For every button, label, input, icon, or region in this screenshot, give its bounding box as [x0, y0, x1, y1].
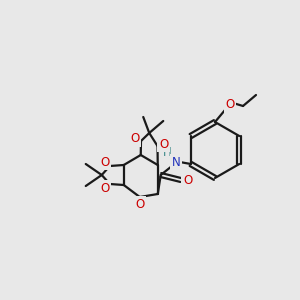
Text: O: O — [225, 98, 235, 112]
Text: O: O — [100, 182, 110, 194]
Text: O: O — [135, 197, 144, 211]
Text: O: O — [100, 155, 110, 169]
Text: H: H — [162, 146, 171, 160]
Text: N: N — [171, 155, 180, 169]
Text: O: O — [159, 137, 168, 151]
Text: O: O — [130, 133, 140, 146]
Text: O: O — [183, 175, 192, 188]
